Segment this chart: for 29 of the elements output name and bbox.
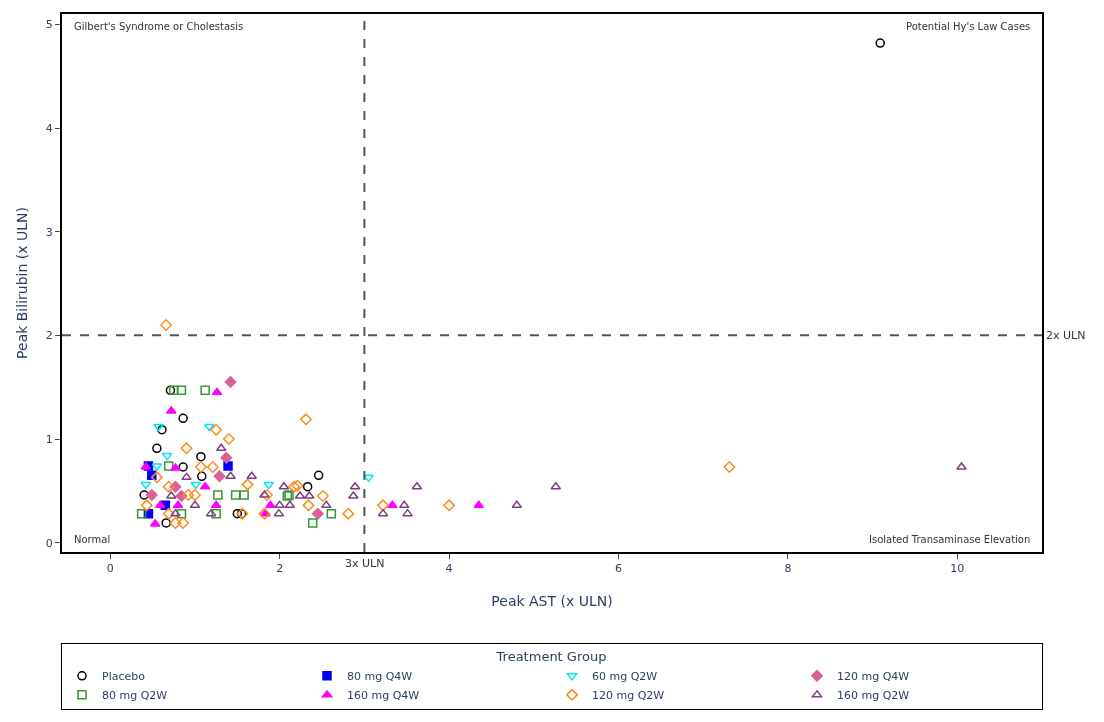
legend-label: 120 mg Q4W [837,670,910,684]
x-tick-label: 8 [784,562,792,576]
x-tick-label: 2 [276,562,284,576]
y-tick-label: 2 [45,329,53,343]
y-tick-label: 1 [45,432,53,446]
y-tick-label: 0 [45,536,53,550]
y-axis-title: Peak Bilirubin (x ULN) [13,207,30,359]
annotation: Potential Hy's Law Cases [906,21,1031,32]
x-axis-title: Peak AST (x ULN) [491,593,613,609]
annotation: Normal [74,534,111,545]
y-tick-label: 5 [45,18,53,32]
legend-label: 120 mg Q2W [592,689,665,703]
ref-line-label: 3x ULN [345,557,385,570]
x-tick-label: 0 [106,562,114,576]
legend-title: Treatment Group [495,649,607,665]
legend-label: Placebo [102,670,146,684]
legend-label: 160 mg Q2W [837,689,910,703]
x-tick-label: 10 [950,562,965,576]
legend-label: 160 mg Q4W [347,689,420,703]
legend-label: 80 mg Q4W [347,670,413,684]
y-tick-label: 3 [45,225,53,239]
x-tick-label: 4 [445,562,453,576]
x-tick-label: 6 [614,562,622,576]
legend-label: 80 mg Q2W [102,689,168,703]
legend-label: 60 mg Q2W [592,670,658,684]
y-tick-label: 4 [45,121,53,135]
annotation: Isolated Transaminase Elevation [869,534,1031,545]
ref-line-label: 2x ULN [1046,329,1086,342]
annotation: Gilbert's Syndrome or Cholestasis [74,21,244,32]
